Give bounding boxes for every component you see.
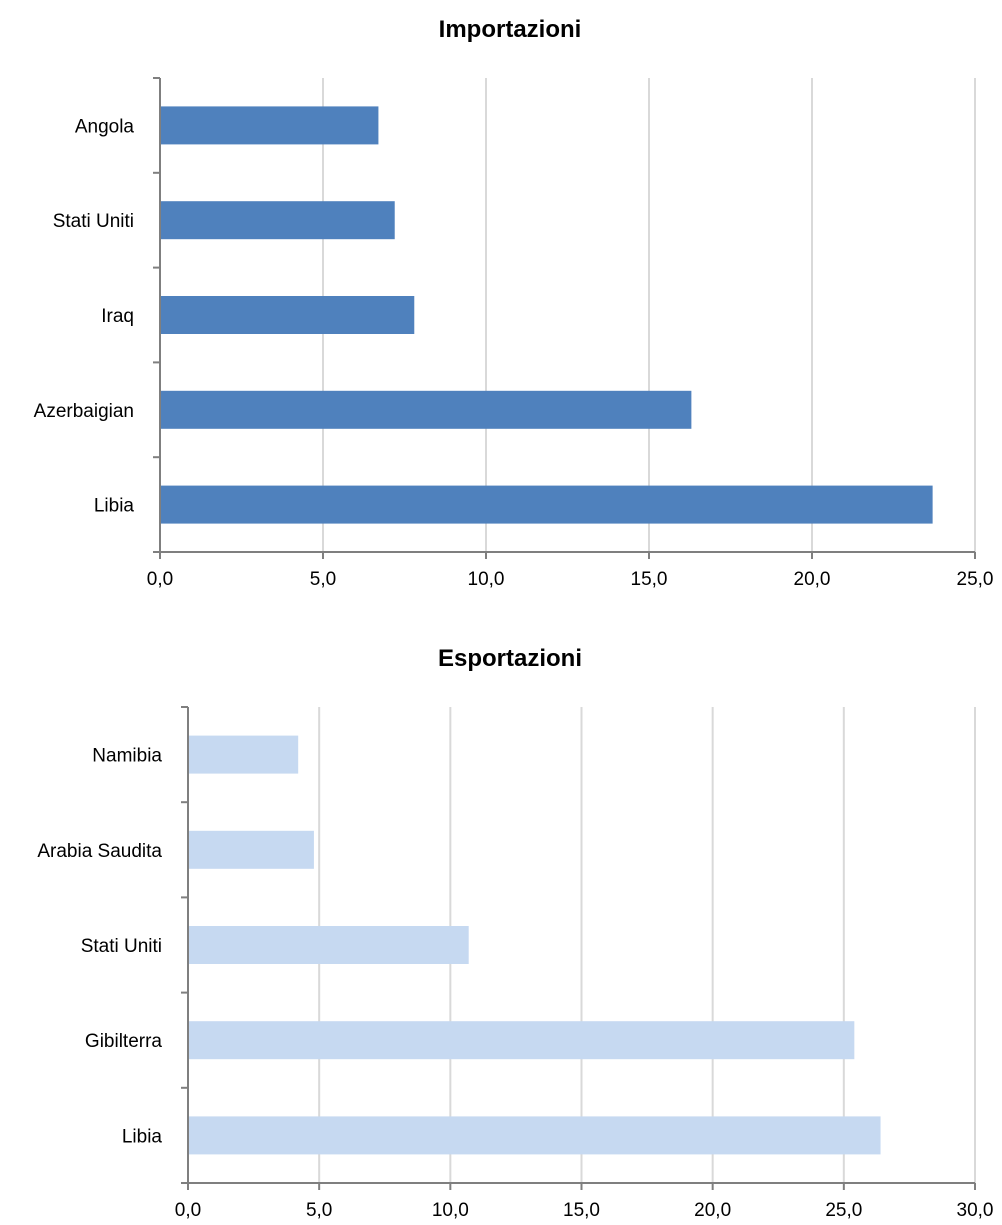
x-tick-label: 25,0 (825, 1200, 862, 1221)
x-tick-label: 15,0 (631, 569, 668, 590)
x-tick-label: 5,0 (310, 569, 336, 590)
bar (189, 1021, 855, 1060)
gridlines-imports (322, 78, 976, 552)
tick-labels-exports: 0,0 5,0 10,0 15,0 20,0 25,0 30,0 (175, 1200, 994, 1221)
category-label: Stati Uniti (81, 936, 162, 957)
bar (189, 735, 299, 774)
category-labels-exports: Namibia Arabia Saudita Stati Uniti Gibilter… (37, 746, 162, 1148)
x-tick-label: 0,0 (175, 1200, 201, 1221)
category-label: Gibilterra (85, 1031, 163, 1052)
x-tick-label: 5,0 (306, 1200, 332, 1221)
x-tick-label: 10,0 (432, 1200, 469, 1221)
x-tick-label: 20,0 (794, 569, 831, 590)
x-tick-label: 15,0 (563, 1200, 600, 1221)
gridlines-exports (318, 707, 976, 1183)
axes-imports (153, 77, 976, 559)
category-label: Libia (122, 1126, 163, 1147)
x-tick-label: 25,0 (957, 569, 994, 590)
bar (161, 106, 379, 145)
x-tick-label: 10,0 (468, 569, 505, 590)
x-tick-label: 30,0 (957, 1200, 994, 1221)
bar (161, 390, 692, 429)
x-tick-label: 20,0 (694, 1200, 731, 1221)
bars-exports (189, 735, 881, 1155)
imports-chart: Importazioni Angola Stati Uniti Iraq Azerba… (34, 16, 994, 590)
category-label: Iraq (101, 306, 134, 327)
category-label: Libia (94, 496, 135, 517)
bars-imports (161, 106, 933, 524)
bar (189, 830, 314, 869)
category-label: Angola (75, 116, 135, 137)
bar (161, 201, 395, 240)
category-label: Arabia Saudita (37, 841, 162, 862)
chart-title-exports: Esportazioni (438, 645, 582, 672)
category-label: Namibia (92, 746, 162, 767)
bar (161, 485, 933, 524)
category-label: Stati Uniti (53, 211, 134, 232)
category-label: Azerbaigian (34, 401, 134, 422)
exports-chart: Esportazioni Namibia Arabia Saudita Stati … (37, 645, 993, 1221)
chart-title-imports: Importazioni (439, 16, 582, 43)
bar (161, 296, 415, 334)
tick-labels-imports: 0,0 5,0 10,0 15,0 20,0 25,0 (147, 569, 994, 590)
axes-exports (181, 706, 976, 1190)
x-tick-label: 0,0 (147, 569, 173, 590)
category-labels-imports: Angola Stati Uniti Iraq Azerbaigian Libia (34, 116, 135, 516)
bar (189, 926, 469, 964)
bar (189, 1116, 881, 1155)
